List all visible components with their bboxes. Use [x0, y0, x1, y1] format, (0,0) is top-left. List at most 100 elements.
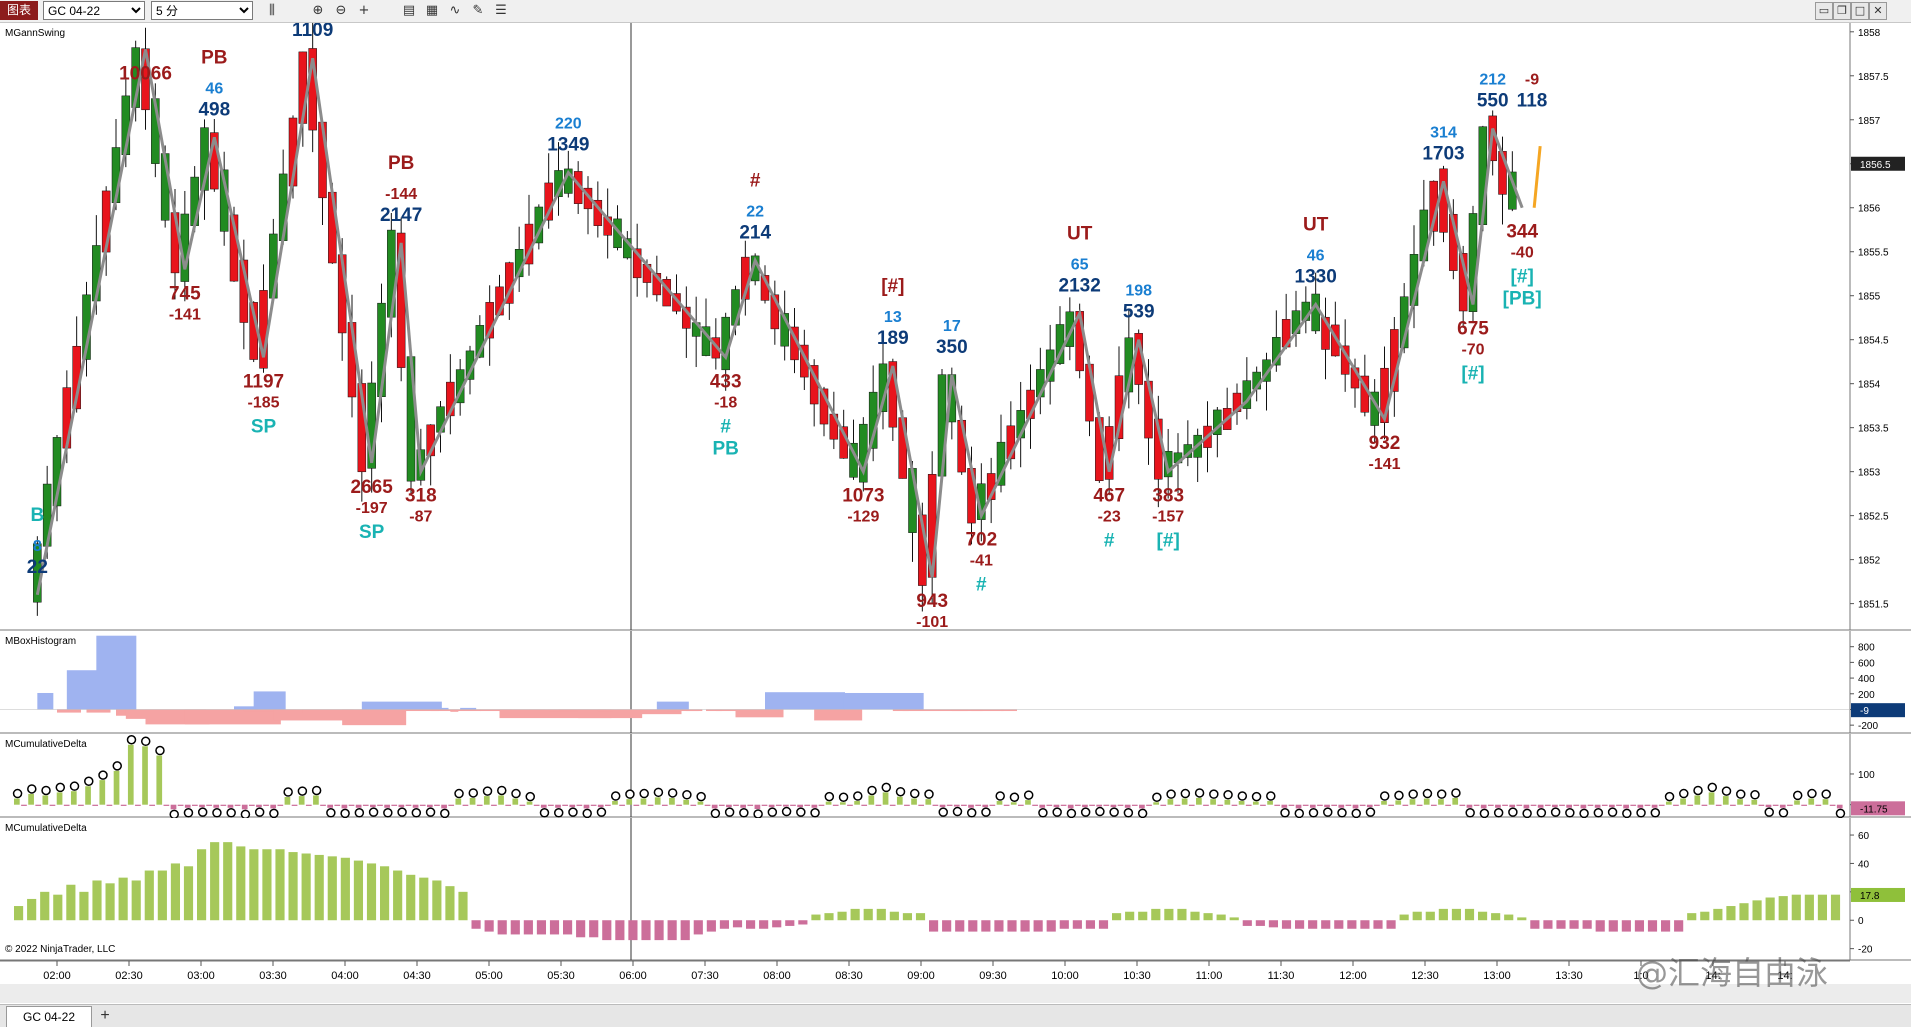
y-tick-label: 1855 — [1858, 292, 1881, 303]
add-tab-icon[interactable]: + — [100, 1007, 110, 1024]
interval-select[interactable]: 5 分 — [151, 1, 253, 20]
delta-bar — [135, 804, 141, 806]
delta-bar — [441, 804, 447, 809]
y-tick-label: 1852.5 — [1858, 512, 1889, 523]
zoom-out-icon[interactable]: ⊖ — [335, 3, 347, 18]
delta-bar — [1347, 920, 1357, 929]
delta-bar — [761, 804, 768, 806]
delta-dot — [1693, 785, 1703, 796]
restore-icon[interactable]: ❐ — [1833, 2, 1851, 20]
y-tick-label: 200 — [1858, 690, 1875, 701]
delta-bar — [1402, 804, 1409, 806]
swing-volume-label: 118 — [1517, 91, 1548, 112]
delta-bar — [1543, 920, 1553, 929]
swing-delta-label: 46 — [1307, 248, 1325, 265]
swing-delta-label: -144 — [385, 186, 417, 203]
delta-dot — [98, 770, 108, 780]
delta-bar — [92, 804, 99, 806]
delta-dot — [1750, 790, 1760, 800]
delta-bar — [704, 804, 711, 806]
delta-bar — [1808, 798, 1815, 805]
minimize-icon[interactable]: ▭ — [1815, 2, 1833, 20]
swing-volume-label: 189 — [877, 328, 909, 349]
delta-bar — [706, 920, 716, 932]
strategies-icon[interactable]: ∿ — [449, 3, 461, 18]
zoom-in-icon[interactable]: ⊕ — [312, 3, 324, 18]
delta-bar — [746, 920, 756, 929]
properties-icon[interactable]: ▤ — [402, 3, 416, 18]
swing-volume-label: 498 — [198, 99, 230, 120]
bar-style-icon[interactable]: ⫼ — [269, 3, 275, 18]
delta-bar — [14, 906, 24, 921]
delta-bar — [1438, 799, 1444, 805]
delta-bar — [1730, 804, 1736, 806]
delta-bar — [1409, 799, 1416, 805]
delta-dot — [1451, 788, 1461, 798]
tab-gc-04-22[interactable]: GC 04-22 — [6, 1006, 92, 1027]
close-icon[interactable]: ✕ — [1869, 2, 1887, 20]
delta-bar — [249, 849, 259, 921]
delta-dot — [397, 807, 407, 817]
instrument-select[interactable]: GC 04-22 — [43, 1, 145, 20]
delta-bar — [288, 852, 298, 921]
delta-dot — [197, 807, 208, 817]
delta-bar — [412, 804, 419, 808]
delta-dot — [1323, 807, 1333, 817]
delta-bar — [1836, 804, 1843, 809]
candle — [780, 313, 789, 347]
crosshair-icon[interactable]: + — [358, 3, 370, 18]
delta-bar — [740, 804, 746, 808]
delta-bar — [1423, 798, 1430, 805]
delta-bar — [406, 874, 416, 921]
list-icon[interactable]: ☰ — [495, 3, 507, 18]
delta-dot — [1579, 808, 1589, 819]
delta-bar — [1203, 804, 1209, 806]
x-tick-label: 12:00 — [1339, 970, 1367, 982]
delta-bar — [1224, 799, 1231, 805]
delta-bar — [241, 804, 248, 810]
delta-bar — [523, 920, 533, 935]
swing-delta-label: -23 — [1098, 509, 1121, 526]
y-tick-label: 1857.5 — [1858, 72, 1889, 83]
delta-bar — [847, 804, 853, 806]
indicators-icon[interactable]: ▦ — [425, 3, 439, 18]
histogram-box — [1001, 709, 1017, 712]
histogram-box — [706, 709, 722, 712]
delta-bar — [1517, 917, 1527, 921]
delta-bar — [366, 863, 377, 921]
delta-bar — [1020, 920, 1030, 932]
delta-bar — [53, 894, 63, 921]
delta-bar — [1164, 908, 1174, 921]
delta-bar — [1473, 804, 1480, 806]
delta-dot — [1821, 789, 1831, 799]
delta-bar — [811, 914, 821, 921]
delta-bar — [868, 795, 875, 805]
delta-bar — [1190, 911, 1200, 921]
delta-bar — [327, 804, 334, 808]
delta-bar — [1765, 897, 1775, 921]
delta-bar — [861, 804, 868, 806]
delta-bar — [1616, 804, 1622, 806]
swing-volume-label: 1073 — [842, 486, 884, 507]
delta-bar — [953, 804, 960, 807]
delta-dot — [1622, 808, 1632, 819]
delta-bar — [419, 877, 429, 921]
delta-dot — [41, 785, 51, 796]
delta-bar — [1317, 804, 1323, 806]
delta-bar — [946, 804, 953, 806]
x-tick-label: 03:00 — [187, 970, 215, 982]
maximize-icon[interactable]: □ — [1851, 2, 1869, 20]
swing-delta-label: -185 — [247, 394, 279, 411]
delta-bar — [1829, 804, 1836, 806]
delta-bar — [697, 801, 704, 805]
delta-bar — [1089, 804, 1095, 806]
draw-tools-icon[interactable]: ✎ — [472, 3, 484, 18]
swing-volume-label: 675 — [1457, 319, 1489, 340]
delta-bar — [925, 799, 932, 805]
delta-bar — [1229, 917, 1239, 921]
x-tick-label: 09:30 — [979, 970, 1007, 982]
chart-area[interactable]: MGannSwing 1851.5 1852 1852.5 1853 1853.5 1854… — [0, 23, 1911, 1003]
delta-dot — [1009, 792, 1020, 802]
delta-bar — [1587, 804, 1594, 806]
delta-bar — [839, 802, 846, 805]
